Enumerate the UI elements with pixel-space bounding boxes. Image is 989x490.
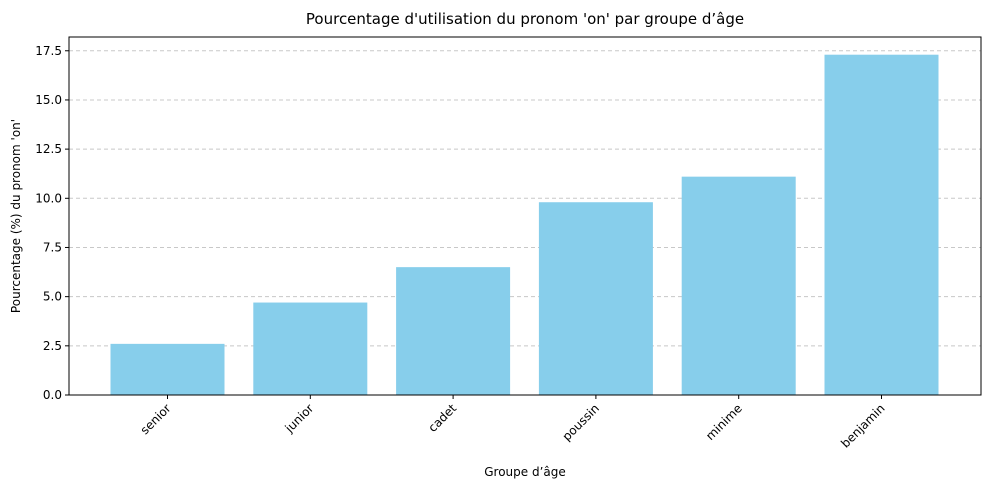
x-tick-label: junior: [282, 401, 317, 436]
x-tick-label: minime: [703, 401, 745, 443]
bars: [110, 54, 939, 395]
y-tick-label: 7.5: [43, 240, 62, 254]
y-tick-label: 0.0: [43, 388, 62, 402]
x-axis-label: Groupe d’âge: [484, 465, 566, 479]
x-tick-label: cadet: [426, 401, 460, 435]
bar-poussin: [538, 202, 653, 395]
bar-junior: [253, 302, 368, 395]
y-tick-label: 17.5: [35, 44, 62, 58]
y-axis-ticks: 0.0 2.5 5.0 7.5 10.0 12.5 15.0 17.5: [35, 44, 69, 402]
y-tick-label: 12.5: [35, 142, 62, 156]
y-axis-label: Pourcentage (%) du pronom 'on': [9, 119, 23, 313]
y-tick-label: 5.0: [43, 290, 62, 304]
chart-title: Pourcentage d'utilisation du pronom 'on'…: [306, 10, 744, 28]
plot-frame: [68, 36, 982, 396]
x-tick-label: benjamin: [838, 401, 887, 450]
x-axis-ticks: senior junior cadet poussin minime benjamin: [138, 395, 888, 451]
bar-minime: [681, 176, 796, 395]
bar-cadet: [396, 267, 511, 395]
x-tick-label: senior: [138, 401, 174, 437]
y-tick-label: 10.0: [35, 191, 62, 205]
x-tick-label: poussin: [560, 401, 602, 443]
bar-benjamin: [824, 54, 939, 395]
y-tick-label: 2.5: [43, 339, 62, 353]
y-tick-label: 15.0: [35, 93, 62, 107]
bar-senior: [110, 343, 225, 395]
